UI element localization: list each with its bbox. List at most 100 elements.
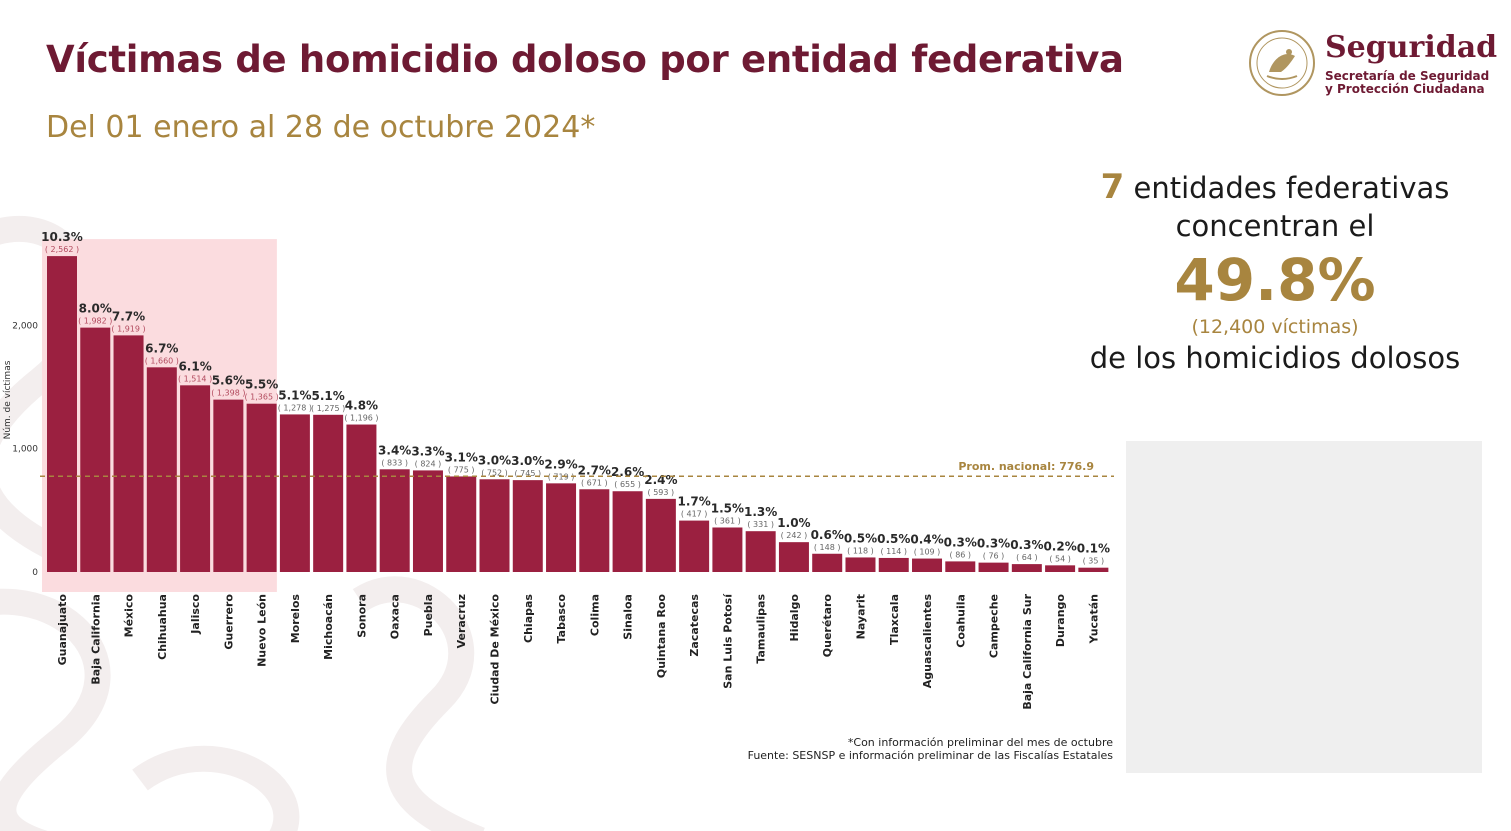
logo-wordmark: Seguridad — [1325, 30, 1498, 65]
category-label: Zacatecas — [688, 594, 701, 657]
percent-label: 6.7% — [145, 341, 178, 355]
value-label: ( 242 ) — [781, 531, 808, 540]
percent-label: 0.6% — [811, 528, 844, 542]
value-label: ( 1,514 ) — [178, 374, 212, 383]
summary-line-1-text: entidades federativas — [1124, 171, 1450, 205]
bar — [1045, 565, 1076, 572]
category-label: Hidalgo — [788, 594, 801, 642]
bar — [612, 491, 643, 572]
category-label: Durango — [1054, 594, 1067, 648]
value-label: ( 719 ) — [548, 472, 575, 481]
percent-label: 0.5% — [844, 531, 877, 545]
bar — [1078, 567, 1109, 572]
value-label: ( 64 ) — [1016, 553, 1038, 562]
value-label: ( 1,196 ) — [344, 414, 378, 423]
percent-label: 0.3% — [1010, 538, 1043, 552]
summary-line-2: concentran el — [1175, 209, 1375, 243]
category-label: San Luis Potosí — [721, 593, 734, 689]
category-label: Chihuahua — [156, 594, 169, 660]
percent-label: 5.6% — [212, 374, 245, 388]
bar — [146, 367, 177, 572]
footnote-source: Fuente: SESNSP e información preliminar … — [747, 749, 1113, 762]
bar — [645, 498, 676, 572]
category-label: México — [123, 594, 136, 638]
value-label: ( 775 ) — [448, 465, 475, 474]
y-tick-label: 2,000 — [12, 321, 38, 331]
percent-label: 5.1% — [278, 388, 311, 402]
category-label: Tabasco — [555, 594, 568, 644]
bar — [47, 256, 77, 572]
percent-label: 0.3% — [977, 537, 1010, 551]
logo-line-2: y Protección Ciudadana — [1325, 82, 1485, 96]
bar — [80, 327, 111, 572]
y-tick-label: 1,000 — [12, 445, 38, 455]
logo-line-1: Secretaría de Seguridad — [1325, 69, 1490, 83]
category-label: Coahuila — [954, 594, 967, 648]
bar — [1011, 564, 1042, 572]
value-label: ( 148 ) — [814, 543, 841, 552]
national-seal-icon — [1249, 30, 1315, 96]
value-label: ( 114 ) — [880, 547, 907, 556]
category-label: Sinaloa — [622, 594, 635, 640]
bar — [978, 562, 1009, 572]
bar — [412, 470, 443, 572]
category-label: Baja California Sur — [1021, 593, 1034, 709]
percent-label: 7.7% — [112, 309, 145, 323]
category-label: Nuevo León — [256, 594, 269, 667]
category-label: Querétaro — [821, 594, 834, 658]
bar — [180, 385, 211, 572]
bar — [279, 414, 310, 572]
category-label: Jalisco — [189, 594, 202, 635]
agency-logo: Seguridad Secretaría de Seguridad y Prot… — [1247, 28, 1497, 100]
bar — [479, 479, 510, 572]
average-label: Prom. nacional: 776.9 — [958, 460, 1094, 473]
page-subtitle: Del 01 enero al 28 de octubre 2024* — [46, 110, 596, 145]
summary-line-1: 7 entidades federativas — [1060, 168, 1490, 207]
category-label: Yucatán — [1087, 594, 1100, 644]
bar — [712, 527, 743, 572]
category-label: Puebla — [422, 594, 435, 636]
percent-label: 10.3% — [41, 230, 83, 244]
percent-label: 0.5% — [877, 532, 910, 546]
percent-label: 3.1% — [445, 450, 478, 464]
percent-label: 0.4% — [910, 533, 943, 547]
percent-label: 1.7% — [677, 495, 710, 509]
value-label: ( 2,562 ) — [45, 245, 79, 254]
category-label: Guerrero — [222, 594, 235, 650]
category-label: Ciudad De México — [489, 594, 502, 705]
bar — [912, 558, 943, 572]
page-title: Víctimas de homicidio doloso por entidad… — [46, 38, 1124, 81]
category-label: Baja California — [89, 594, 102, 685]
value-label: ( 1,365 ) — [245, 393, 279, 402]
bar — [579, 489, 610, 572]
category-label: Veracruz — [455, 594, 468, 648]
value-label: ( 86 ) — [950, 550, 972, 559]
percent-label: 5.1% — [312, 389, 345, 403]
percent-label: 3.4% — [378, 443, 411, 457]
percent-label: 8.0% — [79, 302, 112, 316]
percent-label: 6.1% — [178, 359, 211, 373]
percent-label: 2.9% — [544, 457, 577, 471]
percent-label: 5.5% — [245, 378, 278, 392]
percent-label: 2.7% — [578, 463, 611, 477]
category-label: Sonora — [355, 594, 368, 638]
percent-label: 3.3% — [411, 444, 444, 458]
y-axis-label: Núm. de víctimas — [3, 360, 13, 439]
category-label: Tlaxcala — [888, 594, 901, 645]
bar — [313, 414, 344, 572]
value-label: ( 1,275 ) — [311, 404, 345, 413]
summary-line-3: de los homicidios dolosos — [1089, 341, 1461, 375]
value-label: ( 417 ) — [681, 510, 708, 519]
percent-label: 1.3% — [744, 505, 777, 519]
value-label: ( 745 ) — [514, 469, 541, 478]
value-label: ( 671 ) — [581, 478, 608, 487]
value-label: ( 824 ) — [415, 459, 442, 468]
percent-label: 4.8% — [345, 399, 378, 413]
bar — [246, 403, 277, 572]
percent-label: 3.0% — [511, 454, 544, 468]
bar — [446, 476, 477, 572]
summary-panel: 7 entidades federativas concentran el 49… — [1060, 168, 1490, 377]
value-label: ( 1,660 ) — [145, 356, 179, 365]
category-label: Nayarit — [854, 594, 867, 639]
